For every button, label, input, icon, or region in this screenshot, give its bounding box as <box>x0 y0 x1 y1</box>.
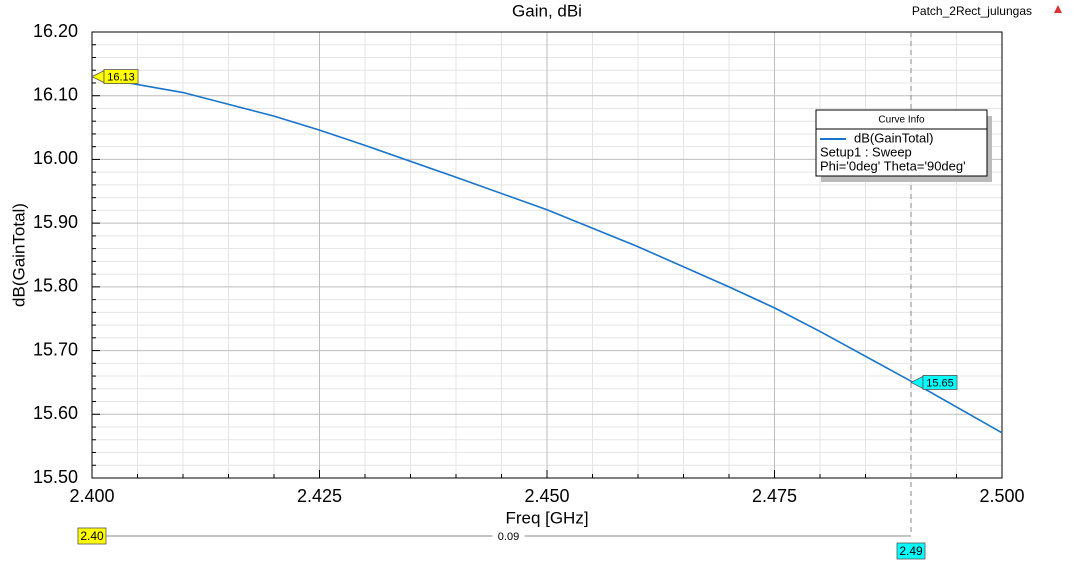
marker-point <box>910 375 924 390</box>
marker-label-box <box>922 375 958 390</box>
y-tick-label: 15.70 <box>33 339 78 359</box>
marker-label-box <box>103 69 139 84</box>
y-axis-title: dB(GainTotal) <box>9 203 28 307</box>
y-tick-label: 16.20 <box>33 21 78 41</box>
x-tick-label: 2.400 <box>69 486 114 506</box>
x-tick-label: 2.500 <box>979 486 1024 506</box>
x-tick-label: 2.475 <box>752 486 797 506</box>
marker-label: 16.13 <box>107 72 135 84</box>
legend-box <box>815 109 988 177</box>
x-tick-label: 2.425 <box>297 486 342 506</box>
logo-icon <box>1054 5 1062 13</box>
delta-bg <box>492 529 525 543</box>
legend-detail: Setup1 : Sweep <box>820 144 912 159</box>
x-axis-title: Freq [GHz] <box>505 508 588 527</box>
marker-x-label: 2.49 <box>899 544 923 558</box>
legend-detail: Phi='0deg' Theta='90deg' <box>820 158 966 173</box>
marker-x-box <box>896 542 926 560</box>
marker-point <box>91 69 105 84</box>
x-tick-label: 2.450 <box>524 486 569 506</box>
y-tick-label: 15.80 <box>33 276 78 296</box>
plot-frame <box>91 31 1003 479</box>
project-name: Patch_2Rect_julungas <box>912 4 1032 18</box>
y-tick-label: 16.10 <box>33 84 78 104</box>
legend-title: Curve Info <box>878 115 925 126</box>
marker-label: 15.65 <box>926 377 954 389</box>
delta-label: 0.09 <box>498 531 519 543</box>
y-tick-label: 15.50 <box>33 467 78 487</box>
series-line <box>91 75 1003 434</box>
y-tick-label: 16.00 <box>33 148 78 168</box>
legend-entry: dB(GainTotal) <box>854 130 933 145</box>
marker-x-label: 2.40 <box>80 529 104 543</box>
y-tick-label: 15.90 <box>33 212 78 232</box>
chart-title: Gain, dBi <box>512 1 582 20</box>
y-tick-label: 15.60 <box>33 403 78 423</box>
